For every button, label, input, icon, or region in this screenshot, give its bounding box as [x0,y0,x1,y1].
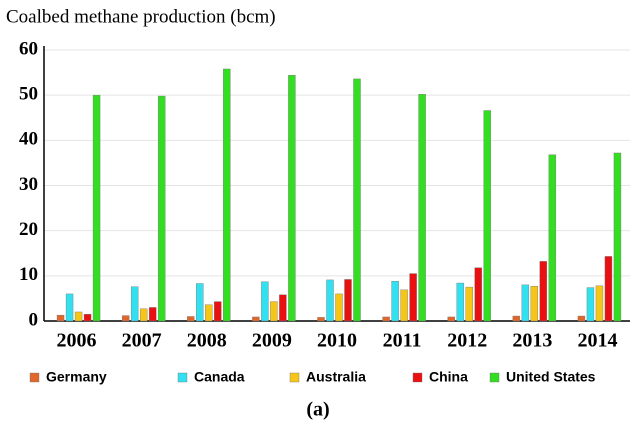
bar [530,286,539,322]
bar [456,282,464,322]
legend-label: Germany [46,369,107,385]
bar [418,94,426,322]
bar [604,256,613,322]
x-tick-label: 2012 [447,330,487,352]
bar [382,316,390,322]
legend-swatch [412,372,423,383]
bar [83,314,92,322]
bar [353,78,361,322]
legend-swatch [177,372,188,383]
bar [223,68,231,322]
y-tick-label: 40 [19,129,38,150]
x-tick-label: 2008 [187,330,227,352]
bar [205,304,213,322]
x-tick-label: 2011 [383,330,422,352]
bar [474,267,482,322]
bar [56,314,65,322]
bar [187,316,195,322]
bar [157,95,166,322]
bar [344,279,352,322]
bar [279,294,287,322]
legend-label: Canada [194,369,245,385]
x-tick-label: 2006 [57,330,97,352]
bar [317,317,325,322]
bar [214,301,222,322]
bar [409,273,417,322]
y-tick-label: 30 [19,174,38,195]
bar [483,110,491,322]
y-tick-label: 10 [19,264,38,285]
bar [400,289,408,322]
bar [65,293,74,322]
bar [139,308,148,322]
bar [391,281,399,322]
legend-label: China [429,369,468,385]
bar [512,315,521,322]
x-tick-label: 2007 [122,330,162,352]
legend-swatch [489,372,500,383]
bar [130,286,139,322]
bar [326,279,334,322]
x-tick-label: 2010 [317,330,357,352]
chart-title: Coalbed methane production (bcm) [6,6,276,27]
legend-label: Australia [306,369,366,385]
y-tick-label: 60 [19,38,38,59]
bar [148,307,157,322]
y-tick-label: 50 [19,84,38,105]
y-tick-label: 20 [19,219,38,240]
bar [92,94,101,322]
bar [521,284,530,322]
caption: (a) [306,399,329,421]
y-tick-label: 0 [29,309,39,330]
bar [548,154,557,322]
bar [586,287,595,322]
bar [288,75,296,322]
bar [577,315,586,322]
x-tick-label: 2014 [577,330,617,352]
bar [261,281,269,322]
bar [196,283,204,322]
x-tick-label: 2013 [512,330,552,352]
bar [335,293,343,322]
legend-swatch [29,372,40,383]
legend-label: United States [506,369,596,385]
bar [74,311,83,322]
bar [465,286,473,322]
bar [270,301,278,322]
bar [121,315,130,322]
bar [252,316,260,322]
legend-swatch [289,372,300,383]
bar [595,285,604,322]
bar [447,316,455,322]
bar [539,261,548,322]
bar [613,152,622,322]
x-tick-label: 2009 [252,330,292,352]
